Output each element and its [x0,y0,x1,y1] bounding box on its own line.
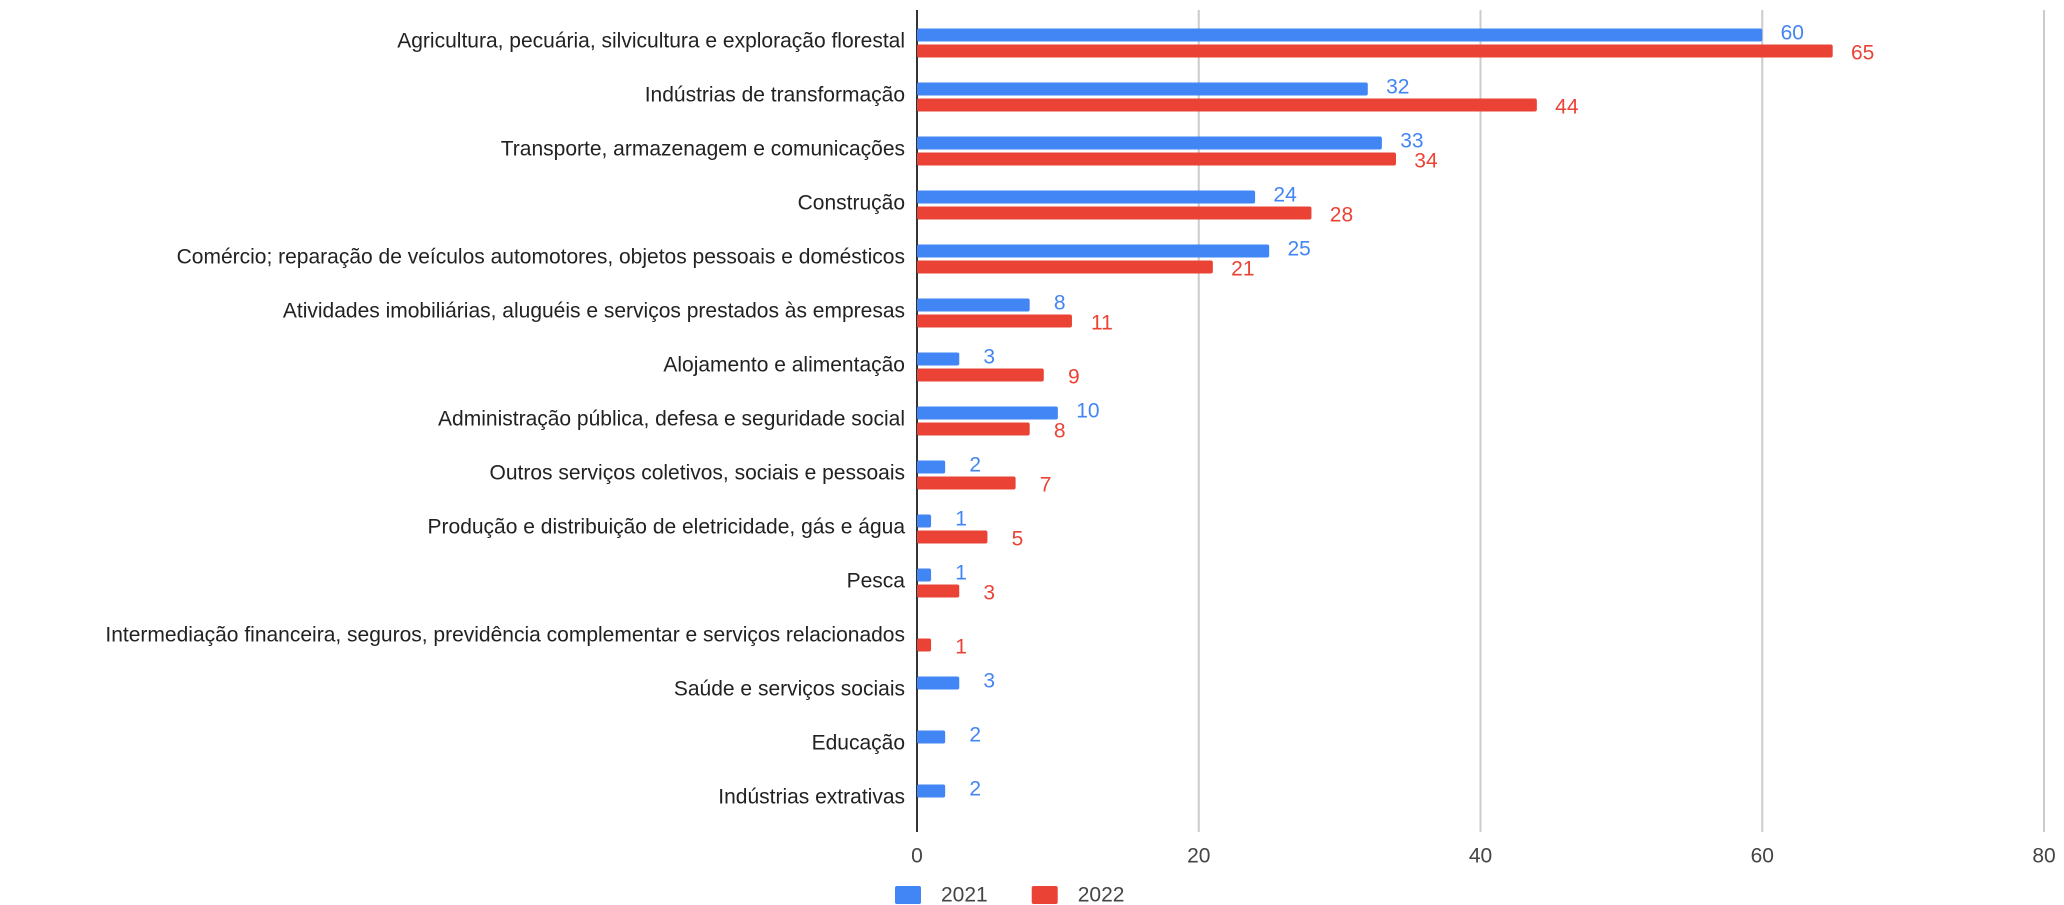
bar [917,476,1016,490]
bar [917,44,1833,58]
y-tick-label: Administração pública, defesa e segurida… [438,408,905,431]
bar [917,82,1368,96]
legend-swatch [895,886,921,904]
bar [917,152,1396,166]
data-label: 3 [983,670,995,693]
bar [917,514,932,528]
bar [917,460,946,474]
bar [917,28,1763,42]
bar [917,530,988,544]
bar [917,784,946,798]
data-label: 65 [1851,42,1874,65]
data-label: 9 [1068,366,1080,389]
y-tick-label: Educação [812,732,905,755]
data-label: 11 [1091,312,1113,335]
y-tick-label: Saúde e serviços sociais [674,678,905,701]
data-label: 3 [983,582,995,605]
bar [917,352,960,366]
data-label: 8 [1054,292,1066,315]
x-tick-label: 60 [1751,845,1774,868]
bar [917,136,1382,150]
bar [917,730,946,744]
bar [917,190,1256,204]
bar [917,314,1072,328]
bar [917,676,960,690]
data-label: 2 [969,778,981,801]
data-label: 2 [969,454,981,477]
data-label: 2 [969,724,981,747]
data-label: 8 [1054,420,1066,443]
y-tick-label: Agricultura, pecuária, silvicultura e ex… [397,30,905,53]
bar [917,406,1058,420]
bar [917,298,1030,312]
data-label: 5 [1012,528,1024,551]
legend-swatch [1031,886,1058,904]
x-tick-label: 20 [1187,845,1210,868]
y-tick-label: Pesca [847,570,906,593]
data-label: 1 [955,562,967,585]
data-label: 25 [1288,238,1311,261]
y-tick-label: Alojamento e alimentação [663,354,905,377]
x-tick-label: 80 [2032,845,2055,868]
data-label: 1 [955,508,967,531]
y-tick-label: Construção [798,192,905,215]
x-tick-label: 0 [911,845,923,868]
bar [917,584,960,598]
bar [917,368,1044,382]
data-label: 10 [1076,400,1099,423]
y-tick-label: Atividades imobiliárias, aluguéis e serv… [283,300,905,323]
y-tick-label: Indústrias extrativas [718,786,905,809]
data-label: 1 [955,636,967,659]
data-label: 44 [1555,96,1579,119]
data-label: 3 [983,346,995,369]
data-label: 7 [1040,474,1052,497]
y-tick-label: Outros serviços coletivos, sociais e pes… [490,462,906,485]
x-tick-label: 40 [1469,845,1492,868]
data-label: 34 [1414,150,1438,173]
bar [917,422,1030,436]
y-tick-label: Intermediação financeira, seguros, previ… [105,624,905,647]
bar [917,244,1270,258]
data-label: 24 [1273,184,1297,207]
data-label: 21 [1231,258,1254,281]
bar [917,206,1312,220]
data-label: 33 [1400,130,1423,153]
data-label: 60 [1781,22,1804,45]
bar [917,98,1537,112]
bar [917,260,1213,274]
y-tick-label: Produção e distribuição de eletricidade,… [428,516,906,539]
bar [917,638,932,652]
y-tick-label: Indústrias de transformação [645,84,905,107]
y-tick-label: Comércio; reparação de veículos automoto… [177,246,905,269]
legend-label: 2021 [941,884,988,905]
data-label: 28 [1330,204,1353,227]
data-label: 32 [1386,76,1409,99]
legend-label: 2022 [1078,884,1125,905]
y-tick-label: Transporte, armazenagem e comunicações [501,138,905,161]
bar [917,568,932,582]
